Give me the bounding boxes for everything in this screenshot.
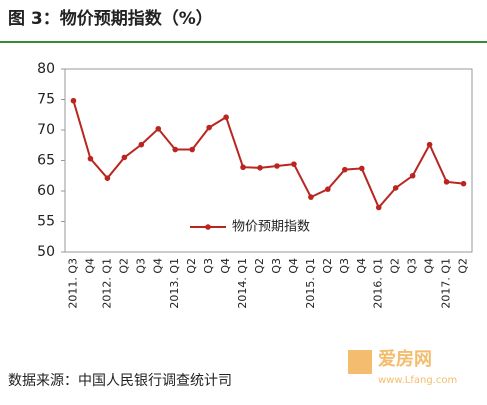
point: [138, 141, 145, 148]
point: [342, 166, 348, 173]
series-line: [72, 100, 464, 210]
point: [325, 186, 331, 192]
point: [409, 172, 416, 179]
watermark-brand: 爱房网: [378, 348, 432, 370]
point: [240, 164, 246, 171]
y-tick-label: 50: [37, 244, 55, 260]
point: [375, 204, 382, 211]
x-tick-label: 2015. Q1: [304, 258, 317, 309]
y-tick-label: 75: [37, 92, 55, 108]
source: 数据来源：中国人民银行调查统计司: [8, 373, 232, 389]
x-tick-label: Q2: [457, 258, 470, 274]
y-tick-label: 65: [37, 153, 55, 169]
point: [189, 146, 195, 153]
y-tick-label: 60: [37, 183, 55, 199]
point: [460, 180, 467, 187]
x-tick-label: 2013. Q1: [168, 258, 181, 309]
point: [223, 114, 229, 120]
point: [87, 155, 94, 162]
x-tick-label: Q4: [423, 258, 436, 274]
y-tick-label: 80: [37, 61, 55, 77]
x-tick-label: Q4: [287, 258, 300, 274]
x-tick-label: 2014. Q1: [236, 258, 249, 309]
point: [121, 154, 128, 161]
x-tick-label: Q2: [117, 258, 130, 274]
y-tick-label: 70: [37, 122, 55, 138]
point: [291, 161, 297, 167]
point: [70, 97, 77, 104]
point: [257, 165, 263, 171]
x-tick-label: 2012. Q1: [100, 258, 113, 309]
legend-label: 物价预期指数: [232, 220, 310, 235]
point: [104, 175, 111, 181]
x-tick-label: Q4: [83, 258, 96, 274]
point: [172, 146, 179, 153]
point: [358, 165, 365, 172]
x-tick-label: Q2: [253, 258, 266, 274]
x-tick-label: Q4: [151, 258, 164, 274]
x-tick-label: Q2: [389, 258, 402, 274]
point: [274, 163, 280, 169]
x-tick-label: Q3: [406, 258, 419, 274]
chart-title: 图 3：物价预期指数（%）: [8, 8, 213, 29]
x-tick-label: Q3: [338, 258, 351, 274]
point: [426, 141, 433, 148]
x-tick-label: Q4: [219, 258, 232, 274]
x-tick-label: 2011. Q3: [66, 258, 79, 309]
legend-marker: [205, 224, 211, 230]
point: [308, 194, 314, 200]
watermark-url: www.Lfang.com: [378, 375, 457, 386]
watermark-logo: [348, 350, 372, 374]
x-tick-label: Q3: [270, 258, 283, 274]
point: [206, 124, 212, 131]
point: [443, 179, 450, 185]
point: [155, 125, 162, 132]
x-tick-label: 2016. Q1: [372, 258, 385, 309]
x-tick-label: Q4: [355, 258, 368, 274]
x-tick-label: Q2: [185, 258, 198, 274]
y-tick-label: 55: [37, 214, 55, 230]
x-tick-label: Q2: [321, 258, 334, 274]
x-tick-label: Q3: [134, 258, 147, 274]
point: [392, 185, 399, 191]
x-tick-label: 2017. Q1: [440, 258, 453, 309]
x-tick-label: Q3: [202, 258, 215, 274]
